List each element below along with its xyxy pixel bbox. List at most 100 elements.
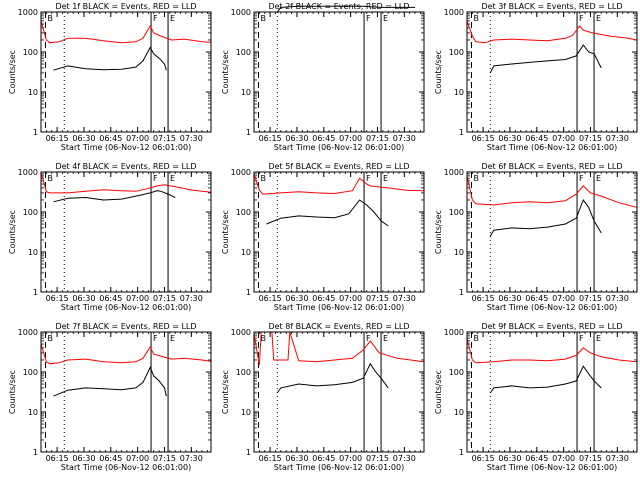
marker-label: B: [260, 334, 266, 343]
y-tick-label: 1: [459, 448, 464, 457]
x-axis-label: Start Time (06-Nov-12 06:01:00): [61, 303, 191, 312]
marker-label: B: [473, 174, 479, 183]
x-tick-label: 06:15: [46, 134, 69, 143]
y-tick-label: 1000: [231, 168, 251, 177]
plot-frame: [466, 11, 638, 133]
y-tick-label: 1000: [231, 328, 251, 337]
x-tick-label: 06:45: [99, 454, 122, 463]
marker-label: B: [473, 14, 479, 23]
x-tick-label: 06:45: [99, 294, 122, 303]
x-tick-label: 07:30: [393, 454, 416, 463]
x-axis-label: Start Time (06-Nov-12 06:01:00): [487, 303, 617, 312]
x-tick-label: 07:30: [606, 454, 629, 463]
x-tick-label: 06:30: [72, 134, 95, 143]
x-tick-label: 07:15: [153, 454, 176, 463]
x-tick-label: 07:30: [393, 294, 416, 303]
y-axis-label: Counts/sec: [221, 210, 230, 254]
x-tick-label: 06:30: [285, 134, 308, 143]
x-tick-label: 06:15: [259, 134, 282, 143]
x-tick-label: 06:15: [46, 454, 69, 463]
x-tick-label: 06:30: [498, 294, 521, 303]
panel-det-7: Det 7f BLACK = Events, RED = LLD Counts/s…: [8, 322, 212, 472]
y-tick-label: 100: [23, 368, 38, 377]
x-tick-label: 06:30: [285, 454, 308, 463]
lld-series-line: [466, 338, 638, 364]
y-tick-label: 1000: [231, 8, 251, 17]
y-tick-label: 10: [454, 248, 464, 257]
y-tick-label: 1: [246, 448, 251, 457]
x-tick-label: 07:30: [180, 134, 203, 143]
plot-frame: [40, 331, 212, 453]
x-axis-label: Start Time (06-Nov-12 06:01:00): [61, 143, 191, 152]
panel-title: Det 5f BLACK = Events, RED = LLD: [268, 162, 409, 171]
x-axis-label: Start Time (06-Nov-12 06:01:00): [274, 303, 404, 312]
lld-series-line: [466, 20, 638, 44]
x-tick-label: 06:30: [72, 294, 95, 303]
plot-frame: [253, 331, 425, 453]
y-tick-label: 10: [241, 408, 251, 417]
x-tick-label: 06:30: [498, 134, 521, 143]
panel-det-8: Det 8f BLACK = Events, RED = LLD Counts/s…: [221, 322, 425, 472]
x-tick-label: 07:30: [180, 454, 203, 463]
marker-label: F: [579, 334, 584, 343]
marker-label: F: [579, 174, 584, 183]
x-tick-label: 07:00: [552, 454, 575, 463]
x-tick-label: 07:30: [393, 134, 416, 143]
lld-series-line: [40, 171, 212, 194]
marker-label: F: [153, 174, 158, 183]
lld-series-line: [253, 331, 425, 366]
y-tick-label: 1: [246, 128, 251, 137]
x-tick-label: 06:30: [285, 294, 308, 303]
y-tick-label: 10: [28, 88, 38, 97]
y-tick-label: 1: [33, 448, 38, 457]
events-series-line: [53, 366, 167, 397]
marker-label: E: [170, 14, 175, 23]
events-series-line: [276, 5, 416, 13]
x-tick-label: 07:15: [366, 294, 389, 303]
y-tick-label: 1000: [444, 168, 464, 177]
marker-label: E: [596, 334, 601, 343]
plot-frame: [466, 171, 638, 293]
y-tick-label: 100: [23, 208, 38, 217]
x-tick-label: 06:45: [525, 454, 548, 463]
y-tick-label: 1000: [18, 8, 38, 17]
x-tick-label: 06:45: [312, 454, 335, 463]
lld-series-line: [253, 173, 425, 195]
x-tick-label: 07:15: [153, 294, 176, 303]
plot-frame: [253, 171, 425, 293]
events-series-line: [53, 190, 176, 203]
y-tick-label: 100: [236, 368, 251, 377]
x-tick-label: 07:00: [339, 134, 362, 143]
x-tick-label: 07:15: [366, 454, 389, 463]
x-tick-label: 06:15: [472, 454, 495, 463]
panel-det-3: Det 3f BLACK = Events, RED = LLD Counts/s…: [434, 2, 638, 152]
events-series-line: [489, 44, 602, 74]
y-tick-label: 100: [236, 208, 251, 217]
x-tick-label: 07:00: [126, 294, 149, 303]
x-tick-label: 06:15: [259, 454, 282, 463]
x-tick-label: 07:15: [579, 454, 602, 463]
y-tick-label: 1: [33, 128, 38, 137]
y-tick-label: 1000: [18, 168, 38, 177]
y-tick-label: 1: [459, 128, 464, 137]
y-tick-label: 1000: [444, 8, 464, 17]
lld-series-line: [40, 343, 212, 365]
x-tick-label: 06:30: [72, 454, 95, 463]
y-tick-label: 10: [454, 408, 464, 417]
marker-label: F: [153, 334, 158, 343]
panel-title: Det 7f BLACK = Events, RED = LLD: [55, 322, 196, 331]
y-tick-label: 100: [236, 48, 251, 57]
marker-label: E: [596, 174, 601, 183]
x-tick-label: 07:00: [339, 454, 362, 463]
marker-label: F: [366, 174, 371, 183]
y-axis-label: Counts/sec: [8, 50, 17, 94]
y-tick-label: 10: [28, 408, 38, 417]
x-tick-label: 06:15: [46, 294, 69, 303]
marker-label: B: [260, 14, 266, 23]
y-axis-label: Counts/sec: [8, 210, 17, 254]
marker-label: B: [473, 334, 479, 343]
plot-frame: [40, 171, 212, 293]
marker-label: B: [47, 14, 53, 23]
marker-label: F: [366, 334, 371, 343]
